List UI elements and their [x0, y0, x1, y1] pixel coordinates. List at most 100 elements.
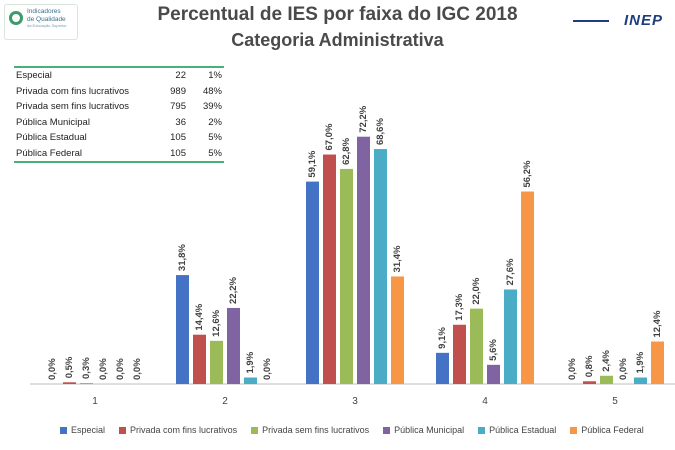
summary-category: Privada com fins lucrativos [16, 85, 129, 97]
legend-item: Privada com fins lucrativos [119, 425, 237, 435]
bar [391, 276, 404, 384]
data-label: 12,6% [211, 309, 222, 336]
summary-count: 105 [170, 132, 186, 144]
chart-title: Percentual de IES por faixa do IGC 2018 [157, 4, 518, 25]
bar [521, 191, 534, 384]
data-label: 0,0% [132, 358, 143, 380]
legend-label: Privada sem fins lucrativos [262, 425, 370, 435]
summary-row: Pública Municipal 36 2% [14, 115, 224, 131]
data-label: 31,8% [177, 244, 188, 271]
data-label: 2,4% [601, 350, 612, 372]
bar [651, 341, 664, 384]
chart-subtitle: Categoria Administrativa [231, 30, 444, 50]
legend-label: Pública Federal [581, 425, 644, 435]
data-label: 22,0% [471, 277, 482, 304]
x-tick-label: 2 [222, 396, 228, 407]
summary-category: Pública Estadual [16, 132, 87, 144]
data-label: 31,4% [392, 245, 403, 272]
data-label: 59,1% [307, 150, 318, 177]
data-label: 27,6% [505, 258, 516, 285]
data-label: 0,0% [115, 358, 126, 380]
data-label: 22,2% [228, 276, 239, 303]
data-label: 72,2% [358, 105, 369, 132]
bar [470, 308, 483, 384]
legend-item: Pública Federal [570, 425, 644, 435]
bar [357, 136, 370, 384]
summary-category: Pública Federal [16, 147, 83, 159]
bar [306, 181, 319, 384]
summary-percent: 2% [208, 116, 222, 128]
data-label: 0,0% [618, 358, 629, 380]
data-label: 56,2% [522, 160, 533, 187]
data-label: 0,0% [262, 358, 273, 380]
x-tick-label: 5 [612, 396, 618, 407]
brand-rule [573, 20, 609, 22]
legend-item: Pública Estadual [478, 425, 556, 435]
bar [227, 307, 240, 384]
summary-category: Pública Municipal [16, 116, 90, 128]
summary-percent: 39% [202, 101, 222, 113]
summary-table: Especial 22 1% Privada com fins lucrativos 9… [14, 66, 224, 163]
summary-count: 22 [175, 70, 186, 82]
data-label: 1,9% [635, 351, 646, 373]
legend-item: Pública Municipal [383, 425, 464, 435]
bar [80, 382, 93, 384]
bar [323, 154, 336, 384]
bar [600, 375, 613, 384]
data-label: 62,8% [341, 137, 352, 164]
legend-swatch [383, 426, 391, 434]
data-label: 0,0% [47, 358, 58, 380]
logo-line-3: da Educação Superior [27, 23, 67, 28]
bar [453, 324, 466, 384]
legend-swatch [119, 426, 127, 434]
data-label: 0,3% [81, 357, 92, 379]
summary-percent: 1% [208, 70, 222, 82]
data-label: 68,6% [375, 118, 386, 145]
data-label: 12,4% [652, 310, 663, 337]
summary-category: Privada sem fins lucrativos [16, 101, 129, 113]
summary-percent: 48% [202, 85, 222, 97]
summary-percent: 5% [208, 147, 222, 159]
summary-count: 36 [175, 116, 186, 128]
bar [487, 364, 500, 384]
summary-percent: 5% [208, 132, 222, 144]
legend-label: Pública Estadual [489, 425, 557, 435]
legend-item: Privada sem fins lucrativos [251, 425, 369, 435]
bar [504, 289, 517, 384]
data-label: 5,6% [488, 339, 499, 361]
bar [436, 352, 449, 384]
bar [374, 149, 387, 384]
legend-label: Privada com fins lucrativos [130, 425, 238, 435]
summary-count: 989 [170, 85, 186, 97]
data-label: 9,1% [437, 327, 448, 349]
x-tick-label: 1 [92, 396, 98, 407]
x-tick-label: 3 [352, 396, 358, 407]
summary-row: Pública Estadual 105 5% [14, 130, 224, 146]
legend-item: Especial [60, 425, 105, 435]
bar [193, 334, 206, 384]
summary-row: Privada com fins lucrativos 989 48% [14, 84, 224, 100]
data-label: 1,9% [245, 351, 256, 373]
bar [63, 382, 76, 384]
logo-line-1: Indicadores [27, 8, 61, 15]
legend-swatch [570, 426, 578, 434]
summary-category: Especial [16, 70, 52, 82]
logo-mark-icon [9, 11, 23, 25]
legend-swatch [60, 426, 67, 434]
data-label: 67,0% [324, 123, 335, 150]
logo-line-2: de Qualidade [27, 15, 66, 23]
legend-label: Especial [71, 425, 106, 435]
summary-count: 105 [170, 147, 186, 159]
bar [634, 377, 647, 384]
legend-label: Pública Municipal [394, 425, 465, 435]
bar [583, 381, 596, 384]
data-label: 0,0% [98, 358, 109, 380]
data-label: 0,8% [584, 355, 595, 377]
data-label: 0,5% [64, 356, 75, 378]
brand-logo: INEP [623, 12, 663, 29]
logo: Indicadores de Qualidade da Educação Sup… [4, 4, 78, 40]
bar [244, 377, 257, 384]
chart-legend: Especial Privada com fins lucrativos Priva… [60, 425, 644, 435]
bar [210, 340, 223, 384]
